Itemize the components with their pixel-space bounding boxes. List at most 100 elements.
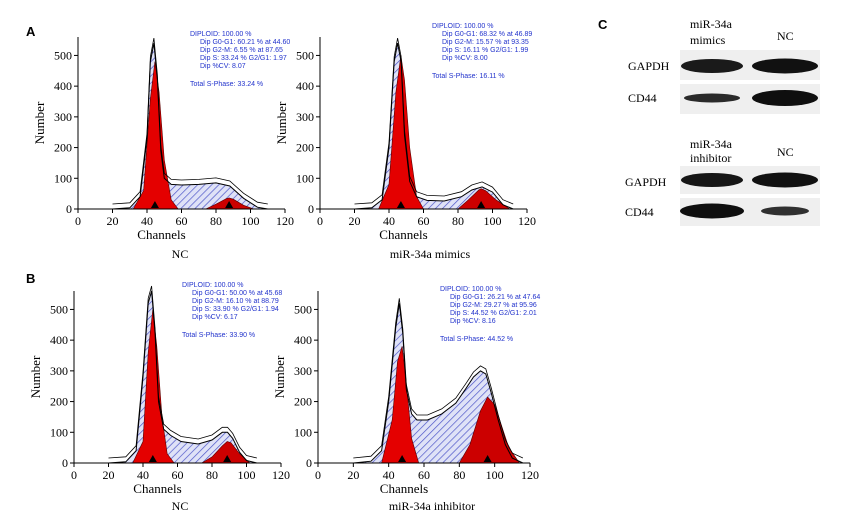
x-tick-label: 20: [107, 214, 119, 228]
x-tick-label: 20: [349, 214, 361, 228]
blot1-row-cd44: CD44: [628, 91, 657, 105]
x-tick-label: 120: [521, 468, 539, 482]
blot1-cd44-band-1: [684, 93, 740, 103]
y-tick-label: 0: [308, 202, 314, 216]
x-tick-label: 120: [272, 468, 290, 482]
x-tick-label: 40: [137, 468, 149, 482]
y-tick-label: 0: [62, 456, 68, 470]
stats-line: Dip S: 16.11 % G2/G1: 1.99: [442, 47, 528, 54]
histogram-outline-fit: [353, 298, 524, 459]
stats-line: Dip G2-M: 29.27 % at 95.96: [450, 302, 537, 309]
x-tick-label: 20: [347, 468, 359, 482]
panel-label-c: C: [598, 17, 608, 32]
y-tick-label: 500: [54, 48, 72, 62]
g2-peak-marker: [225, 201, 234, 208]
stats-line: DIPLOID: 100.00 %: [440, 286, 501, 293]
y-tick-label: 300: [50, 364, 68, 378]
y-tick-label: 400: [296, 79, 314, 93]
y-tick-label: 400: [54, 79, 72, 93]
histogram-outline: [354, 43, 514, 210]
y-tick-label: 300: [294, 364, 312, 378]
total-s-phase: Total S-Phase: 16.11 %: [432, 73, 505, 80]
stats-line: DIPLOID: 100.00 %: [190, 31, 251, 38]
blot1-row-gapdh: GAPDH: [628, 59, 670, 73]
stats-line: Dip %CV: 6.17: [192, 314, 238, 321]
blot2-cd44-band-2: [761, 206, 809, 216]
total-s-phase: Total S-Phase: 33.24 %: [190, 81, 263, 88]
g1-peak: [132, 309, 175, 464]
x-axis-title: Channels: [380, 481, 428, 496]
blot2-col1-line2: inhibitor: [690, 151, 731, 165]
histogram-b-nc: 0 20 40 60 80 100 120 0 100 200 300 400 500 Channels N…: [28, 282, 290, 513]
x-tick-label: 100: [242, 214, 260, 228]
histogram-outline-fit: [354, 38, 514, 205]
g2-peak-marker: [483, 455, 492, 462]
y-tick-label: 500: [50, 302, 68, 316]
x-tick-label: 120: [276, 214, 294, 228]
g2-peak: [457, 188, 511, 210]
x-axis-title: Channels: [137, 227, 185, 242]
western-blot-inhibitor: miR-34a inhibitor NC GAPDH CD44: [625, 137, 820, 226]
stats-line: Dip %CV: 8.16: [450, 318, 496, 325]
g1-peak: [381, 346, 420, 464]
x-tick-label: 60: [418, 214, 430, 228]
stats-line: Dip S: 33.24 % G2/G1: 1.97: [200, 55, 287, 62]
y-tick-label: 300: [54, 110, 72, 124]
blot2-row-cd44: CD44: [625, 205, 654, 219]
x-tick-label: 0: [317, 214, 323, 228]
y-tick-label: 100: [50, 425, 68, 439]
blot2-col2-label: NC: [777, 145, 794, 159]
stats-line: Dip G2-M: 15.57 % at 93.35: [442, 39, 529, 46]
x-tick-label: 40: [383, 214, 395, 228]
y-tick-label: 100: [54, 171, 72, 185]
x-tick-label: 20: [103, 468, 115, 482]
plot-caption: NC: [172, 247, 189, 261]
panel-label-a: A: [26, 24, 36, 39]
y-tick-label: 400: [50, 333, 68, 347]
g1-peak-marker: [396, 201, 405, 208]
blot2-row-gapdh: GAPDH: [625, 175, 667, 189]
stats-line: Dip S: 33.90 % G2/G1: 1.94: [192, 306, 279, 313]
y-tick-label: 500: [294, 302, 312, 316]
x-tick-label: 80: [206, 468, 218, 482]
total-s-phase: Total S-Phase: 33.90 %: [182, 332, 255, 339]
panel-label-b: B: [26, 271, 35, 286]
g1-peak-marker: [150, 201, 159, 208]
stats-line: Dip G0-G1: 60.21 % at 44.60: [200, 39, 290, 46]
stats-line: Dip G0-G1: 50.00 % at 45.68: [192, 290, 282, 297]
x-tick-label: 60: [418, 468, 430, 482]
x-tick-label: 60: [176, 214, 188, 228]
blot2-gapdh-band-1: [681, 173, 743, 187]
y-tick-label: 200: [294, 395, 312, 409]
g1-peak: [132, 61, 179, 210]
plot-caption: miR-34a inhibitor: [389, 499, 475, 513]
x-tick-label: 80: [452, 214, 464, 228]
x-tick-label: 60: [172, 468, 184, 482]
histogram-outline: [353, 303, 524, 464]
histogram-outline: [108, 290, 258, 464]
histogram-a-nc: 0 20 40 60 80 100 120 0 100 200 300 400 500 Channels N…: [32, 31, 294, 261]
stats-line: Dip S: 44.52 % G2/G1: 2.01: [450, 310, 537, 317]
s-phase-area: [354, 43, 514, 209]
x-tick-label: 100: [484, 214, 502, 228]
plot-caption: miR-34a mimics: [390, 247, 471, 261]
y-axis-title: Number: [274, 101, 289, 144]
y-tick-label: 0: [306, 456, 312, 470]
x-tick-label: 80: [210, 214, 222, 228]
x-tick-label: 0: [75, 214, 81, 228]
blot1-gapdh-band-1: [681, 59, 743, 73]
stats-line: Dip %CV: 8.00: [442, 55, 488, 62]
histogram-outline-fit: [108, 285, 257, 459]
g1-peak: [378, 55, 425, 210]
histogram-a-mimics: 0 20 40 60 80 100 120 0 100 200 300 400 500 Channels N…: [274, 23, 536, 261]
stats-line: Dip G0-G1: 68.32 % at 46.89: [442, 31, 532, 38]
blot2-gapdh-band-2: [752, 172, 818, 188]
stats-line: DIPLOID: 100.00 %: [432, 23, 493, 30]
y-axis-title: Number: [32, 101, 47, 144]
blot1-col2-label: NC: [777, 29, 794, 43]
g1-peak-marker: [148, 455, 157, 462]
stats-line: Dip G2-M: 16.10 % at 88.79: [192, 298, 279, 305]
blot1-gapdh-band-2: [752, 58, 818, 74]
stats-line: Dip G0-G1: 26.21 % at 47.64: [450, 294, 540, 301]
western-blot-mimics: miR-34a mimics NC GAPDH CD44: [628, 17, 820, 114]
